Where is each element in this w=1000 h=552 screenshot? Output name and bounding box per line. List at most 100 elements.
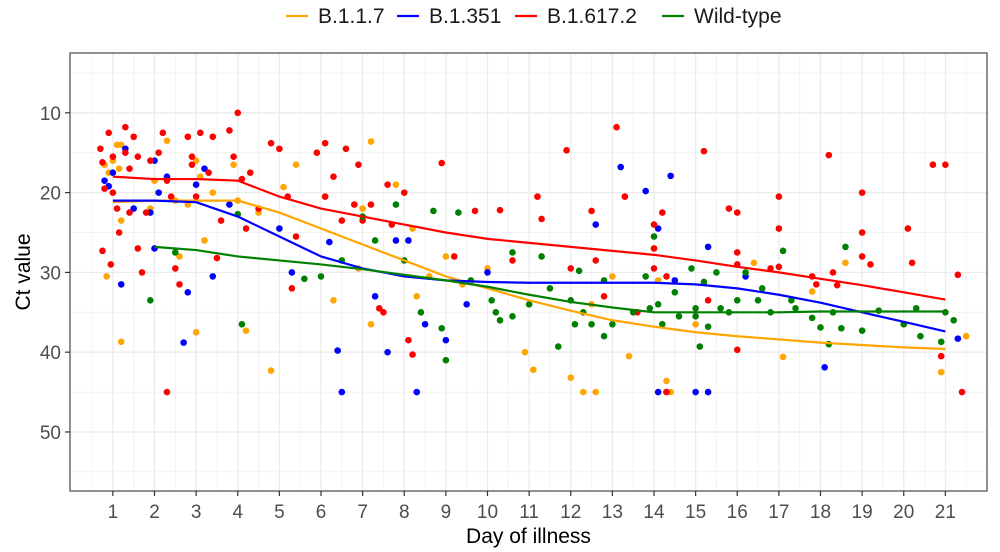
legend: B.1.1.7 B.1.351 B.1.617.2 Wild-type [286, 5, 782, 28]
data-point [192, 157, 200, 165]
data-point [704, 323, 712, 330]
data-point [97, 145, 104, 153]
data-point [671, 289, 679, 296]
data-point [700, 147, 708, 155]
data-point [392, 181, 400, 188]
data-point [147, 157, 154, 165]
x-tick-label: 4 [232, 502, 243, 523]
data-point [280, 183, 287, 191]
data-point [779, 353, 787, 361]
data-point [142, 209, 150, 216]
data-point [600, 293, 608, 300]
data-point [421, 320, 429, 328]
data-point [99, 247, 106, 255]
data-point [725, 205, 733, 212]
data-point [488, 297, 495, 304]
data-point [375, 305, 383, 312]
data-point [663, 377, 670, 385]
x-tick-label: 2 [149, 502, 160, 523]
data-point [167, 193, 175, 200]
data-point [650, 221, 658, 228]
x-tick-label: 15 [685, 502, 706, 523]
y-tick-label: 20 [40, 184, 61, 205]
data-point [538, 253, 545, 260]
data-point [521, 348, 529, 356]
data-point [775, 263, 783, 271]
data-point [546, 285, 554, 292]
data-point [954, 335, 962, 342]
data-point [858, 229, 866, 236]
data-point [267, 367, 275, 374]
data-point [663, 388, 670, 396]
data-point [109, 169, 117, 176]
x-tick-label: 16 [727, 502, 748, 523]
data-point [213, 254, 221, 262]
data-point [350, 201, 358, 208]
data-point [126, 165, 133, 172]
data-point [912, 305, 920, 312]
data-point [442, 253, 450, 260]
data-point [671, 277, 679, 284]
data-point [704, 243, 712, 251]
y-axis-title: Ct value [12, 233, 35, 310]
data-point [563, 147, 570, 154]
legend-label: B.1.617.2 [547, 5, 637, 28]
data-point [267, 139, 275, 147]
data-point [588, 320, 595, 328]
data-point [492, 308, 500, 316]
data-point [359, 205, 366, 212]
data-point [105, 129, 113, 137]
x-tick-label: 6 [316, 502, 327, 523]
data-point [663, 273, 670, 280]
y-tick-label: 40 [40, 343, 61, 364]
data-point [958, 388, 966, 396]
data-point [700, 278, 708, 286]
data-point [733, 297, 741, 304]
data-point [438, 159, 446, 167]
data-point [463, 301, 470, 308]
data-point [184, 133, 192, 141]
data-point [654, 388, 662, 396]
data-point [122, 149, 129, 157]
data-point [496, 316, 504, 324]
x-tick-label: 12 [560, 502, 581, 523]
x-tick-label: 19 [852, 502, 873, 523]
data-point [654, 301, 662, 308]
data-point [117, 217, 125, 224]
data-point [188, 161, 196, 168]
data-point [288, 285, 296, 292]
data-point [384, 348, 391, 356]
data-point [692, 320, 699, 328]
data-point [138, 269, 146, 276]
data-point [405, 336, 412, 344]
data-point [201, 237, 208, 244]
data-point [642, 187, 649, 195]
data-point [659, 320, 666, 328]
data-point [509, 257, 516, 264]
data-point [808, 288, 816, 295]
data-point [159, 129, 167, 137]
data-point [833, 281, 841, 289]
data-point [367, 320, 375, 328]
data-point [908, 259, 916, 267]
data-point [115, 229, 123, 236]
data-point [858, 189, 866, 196]
data-point [400, 189, 408, 196]
data-point [571, 320, 579, 328]
data-point [754, 297, 762, 304]
data-point [717, 305, 724, 312]
data-point [163, 137, 171, 145]
data-point [172, 265, 179, 272]
data-point [692, 388, 699, 396]
data-point [288, 269, 296, 276]
data-point [575, 267, 583, 275]
data-point [430, 207, 437, 215]
y-tick-label: 10 [40, 104, 61, 125]
data-point [813, 281, 820, 288]
data-point [238, 320, 246, 328]
x-tick-label: 14 [643, 502, 665, 523]
data-point [338, 217, 346, 224]
data-point [367, 138, 375, 145]
data-point [192, 181, 200, 188]
